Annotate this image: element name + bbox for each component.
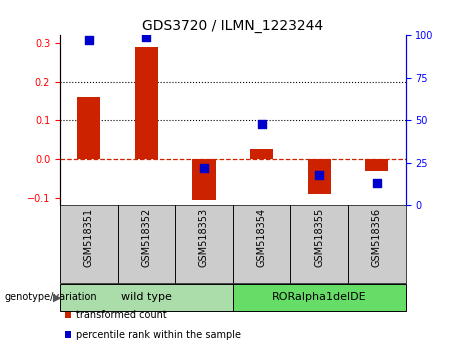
Text: GSM518354: GSM518354 bbox=[257, 208, 266, 267]
Bar bbox=[77, 97, 100, 159]
Bar bbox=[348, 205, 406, 283]
Text: GSM518353: GSM518353 bbox=[199, 208, 209, 267]
Text: transformed count: transformed count bbox=[76, 310, 166, 320]
Text: genotype/variation: genotype/variation bbox=[5, 292, 97, 302]
Text: wild type: wild type bbox=[121, 292, 172, 302]
Bar bbox=[135, 47, 158, 159]
Text: GSM518352: GSM518352 bbox=[142, 208, 151, 267]
Bar bbox=[193, 159, 216, 200]
Text: RORalpha1delDE: RORalpha1delDE bbox=[272, 292, 366, 302]
Bar bbox=[175, 205, 233, 283]
Point bbox=[85, 38, 92, 43]
Point bbox=[315, 172, 323, 178]
Text: GSM518355: GSM518355 bbox=[314, 208, 324, 267]
Text: GSM518351: GSM518351 bbox=[84, 208, 94, 267]
Bar bbox=[233, 284, 406, 311]
Point bbox=[373, 181, 381, 186]
Bar bbox=[290, 205, 348, 283]
Point bbox=[258, 121, 266, 127]
Title: GDS3720 / ILMN_1223244: GDS3720 / ILMN_1223244 bbox=[142, 19, 323, 33]
Bar bbox=[118, 205, 175, 283]
Bar bbox=[250, 149, 273, 159]
Bar bbox=[308, 159, 331, 194]
Bar bbox=[60, 205, 118, 283]
Text: percentile rank within the sample: percentile rank within the sample bbox=[76, 330, 241, 339]
Point bbox=[200, 165, 207, 171]
Text: ▶: ▶ bbox=[53, 292, 61, 302]
Bar bbox=[233, 205, 290, 283]
Text: GSM518356: GSM518356 bbox=[372, 208, 382, 267]
Bar bbox=[60, 284, 233, 311]
Point bbox=[142, 34, 150, 40]
Bar bbox=[365, 159, 388, 171]
